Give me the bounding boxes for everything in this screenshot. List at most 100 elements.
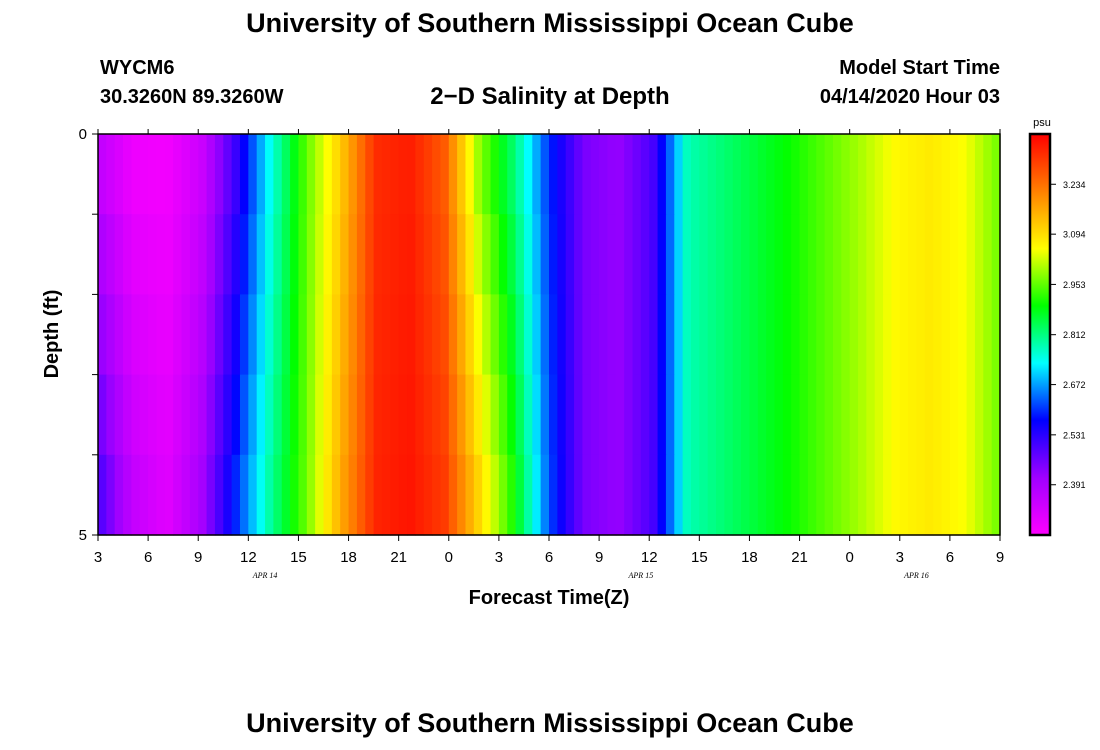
heatmap-cell	[949, 214, 959, 295]
heatmap-cell	[398, 454, 408, 536]
heatmap-cell	[766, 134, 776, 215]
heatmap-cell	[381, 294, 391, 376]
heatmap-cell	[156, 374, 166, 456]
heatmap-cell	[231, 294, 241, 376]
heatmap-cell	[607, 374, 617, 456]
heatmap-cell	[974, 214, 984, 295]
heatmap-cell	[139, 294, 149, 376]
heatmap-cell	[849, 454, 859, 536]
heatmap-cell	[390, 374, 400, 456]
heatmap-cell	[682, 294, 692, 376]
y-axis-label: Depth (ft)	[41, 290, 63, 379]
heatmap-cell	[189, 294, 199, 376]
heatmap-cell	[164, 134, 174, 215]
heatmap-cell	[991, 214, 1001, 295]
heatmap-cell	[532, 294, 542, 376]
heatmap-cell	[933, 214, 943, 295]
heatmap-cell	[574, 454, 584, 536]
heatmap-cell	[732, 294, 742, 376]
heatmap-cell	[273, 214, 283, 295]
heatmap-cell	[615, 454, 625, 536]
heatmap-cell	[340, 134, 350, 215]
heatmap-cell	[515, 374, 525, 456]
heatmap-cell	[674, 294, 684, 376]
heatmap-cell	[549, 294, 558, 376]
heatmap-cell	[849, 374, 859, 456]
heatmap-cell	[690, 454, 700, 536]
heatmap-cell	[348, 454, 358, 536]
heatmap-cell	[365, 374, 375, 456]
heatmap-cell	[832, 454, 842, 536]
heatmap-cell	[214, 214, 224, 295]
heatmap-cell	[841, 454, 851, 536]
heatmap-cell	[106, 374, 116, 456]
x-tick-label: 18	[741, 549, 758, 566]
heatmap-cell	[607, 294, 617, 376]
heatmap-cell	[640, 374, 650, 456]
heatmap-cell	[590, 214, 600, 295]
heatmap-cells	[98, 134, 1001, 536]
heatmap-cell	[465, 214, 475, 295]
heatmap-cell	[298, 214, 308, 295]
heatmap-cell	[749, 214, 759, 295]
heatmap-cell	[908, 214, 918, 295]
heatmap-cell	[214, 294, 224, 376]
footer-title: University of Southern Mississippi Ocean…	[246, 708, 854, 738]
heatmap-cell	[457, 134, 467, 215]
heatmap-cell	[265, 454, 274, 536]
heatmap-cell	[782, 374, 792, 456]
heatmap-cell	[716, 214, 725, 295]
heatmap-cell	[749, 134, 759, 215]
heatmap-cell	[799, 214, 809, 295]
heatmap-cell	[114, 214, 124, 295]
heatmap-cell	[365, 294, 375, 376]
heatmap-cell	[156, 134, 166, 215]
heatmap-cell	[381, 454, 391, 536]
heatmap-cell	[473, 294, 483, 376]
heatmap-cell	[883, 134, 893, 215]
heatmap-cell	[340, 294, 350, 376]
heatmap-cell	[565, 134, 575, 215]
heatmap-cell	[123, 134, 133, 215]
heatmap-cell	[866, 294, 876, 376]
heatmap-cell	[98, 374, 107, 456]
heatmap-cell	[298, 294, 308, 376]
heatmap-cell	[590, 454, 600, 536]
heatmap-cell	[724, 134, 734, 215]
heatmap-cell	[782, 294, 792, 376]
colorbar-ticks: 2.391 2.531 2.672 2.812 2.953 3.094 3.234	[1050, 180, 1086, 490]
heatmap-cell	[223, 454, 233, 536]
heatmap-cell	[933, 454, 943, 536]
heatmap-cell	[849, 294, 859, 376]
heatmap-cell	[164, 294, 174, 376]
heatmap-cell	[498, 214, 508, 295]
heatmap-cell	[557, 374, 567, 456]
heatmap-cell	[649, 214, 659, 295]
heatmap-cell	[123, 214, 133, 295]
heatmap-cell	[916, 214, 926, 295]
heatmap-cell	[966, 214, 976, 295]
heatmap-cell	[356, 294, 366, 376]
heatmap-cell	[791, 214, 801, 295]
heatmap-cell	[423, 294, 433, 376]
colorbar-tick-label: 3.234	[1063, 180, 1086, 190]
heatmap-cell	[883, 294, 893, 376]
colorbar-tick-label: 2.531	[1063, 430, 1086, 440]
heatmap-cell	[649, 134, 659, 215]
x-tick-label: 6	[545, 549, 553, 566]
heatmap-cell	[123, 454, 133, 536]
heatmap-cell	[699, 134, 709, 215]
heatmap-cell	[891, 134, 901, 215]
heatmap-cell	[816, 374, 826, 456]
heatmap-cell	[883, 214, 893, 295]
heatmap-cell	[440, 294, 450, 376]
heatmap-cell	[256, 134, 266, 215]
colorbar-tick-label: 2.672	[1063, 380, 1086, 390]
heatmap-cell	[398, 374, 408, 456]
heatmap-cell	[290, 134, 300, 215]
heatmap-cell	[774, 294, 784, 376]
heatmap-cell	[941, 214, 951, 295]
heatmap-cell	[657, 214, 667, 295]
heatmap-cell	[457, 374, 467, 456]
heatmap-cell	[123, 374, 133, 456]
